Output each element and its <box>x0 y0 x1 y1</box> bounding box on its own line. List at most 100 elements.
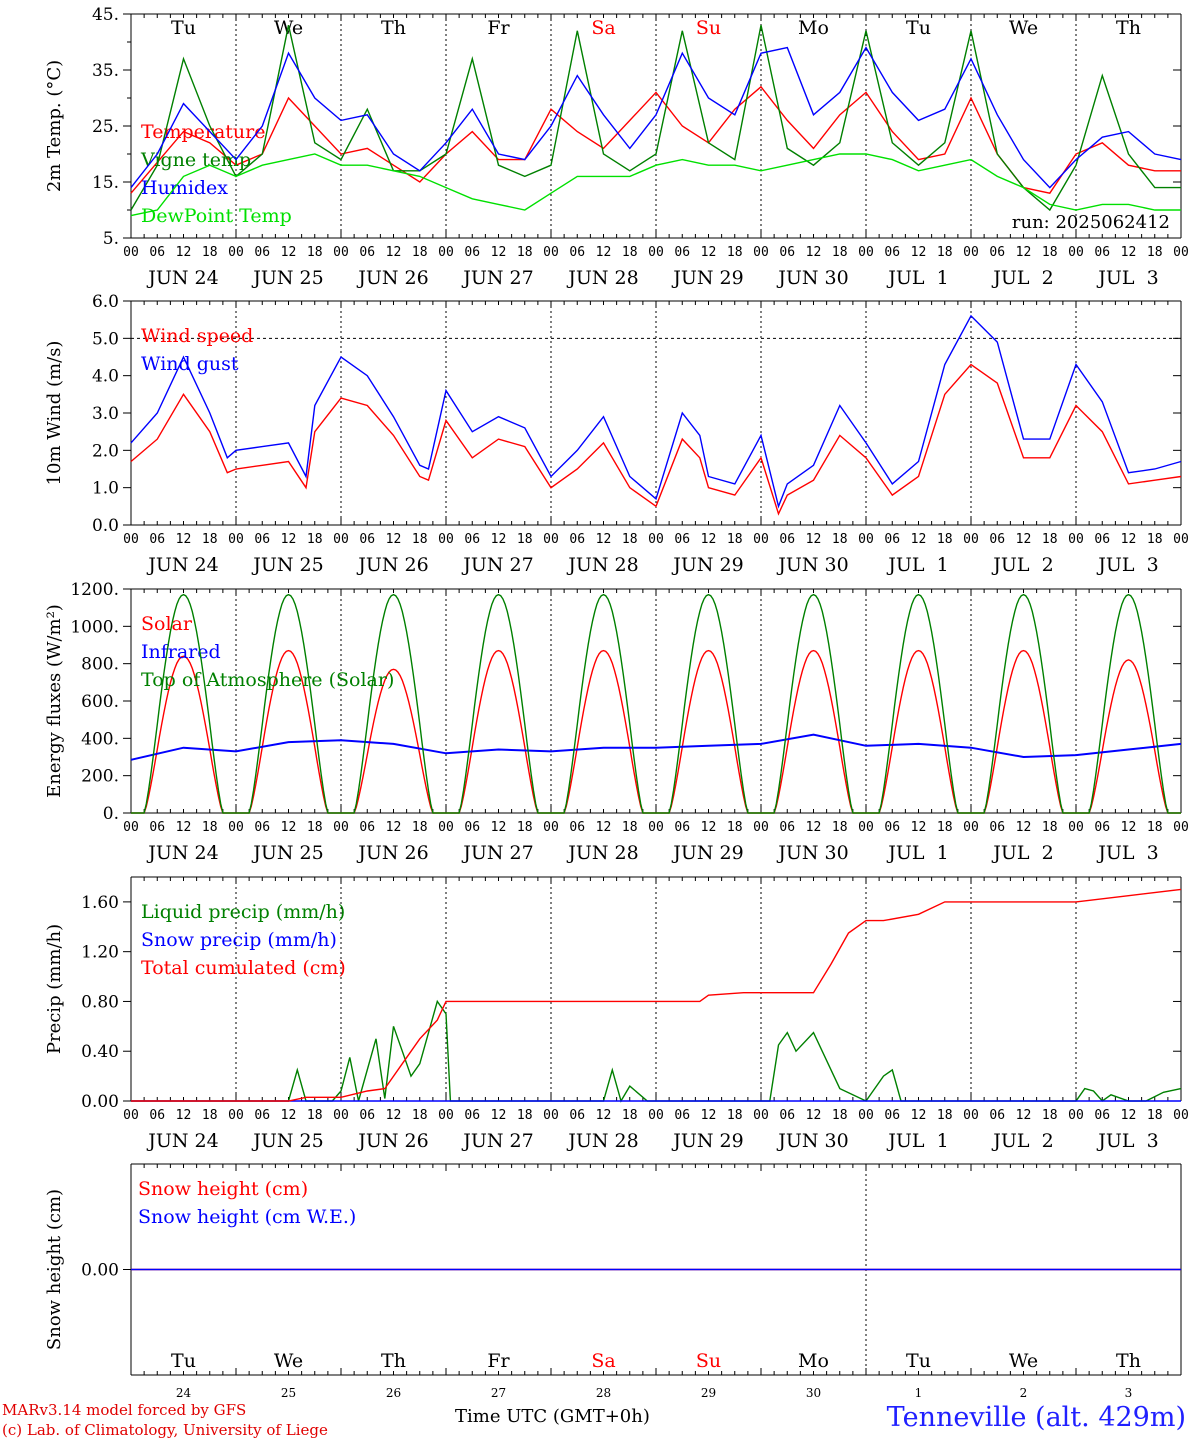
date-label: JUL 2 <box>991 554 1053 576</box>
hour-tick-label: 18 <box>1042 820 1058 835</box>
hour-tick-label: 06 <box>674 245 690 260</box>
hour-tick-label: 12 <box>176 1108 192 1123</box>
date-label: JUN 30 <box>776 1130 848 1152</box>
hour-tick-label: 00 <box>963 245 979 260</box>
hour-tick-label: 06 <box>779 1108 795 1123</box>
hour-tick-label: 18 <box>202 532 218 547</box>
credit-line-1: MARv3.14 model forced by GFS <box>2 1401 247 1419</box>
hour-tick-label: 12 <box>386 245 402 260</box>
hour-tick-label: 06 <box>464 1108 480 1123</box>
hour-tick-label: 00 <box>1068 1108 1084 1123</box>
hour-tick-label: 00 <box>543 532 559 547</box>
hour-tick-label: 18 <box>1147 820 1163 835</box>
y-tick-label: 1000. <box>70 617 119 637</box>
date-label: JUN 27 <box>461 554 533 576</box>
weekday-label: Su <box>696 17 721 39</box>
hour-tick-label: 00 <box>963 532 979 547</box>
date-label: JUL 3 <box>1096 842 1158 864</box>
y-axis-label: Snow height (cm) <box>44 1189 65 1350</box>
hour-tick-label: 12 <box>806 245 822 260</box>
hour-tick-label: 18 <box>937 532 953 547</box>
station-title: Tenneville (alt. 429m) <box>886 1402 1186 1433</box>
hour-tick-label: 12 <box>911 245 927 260</box>
weekday-label: We <box>1009 1350 1038 1372</box>
date-label: JUN 30 <box>776 842 848 864</box>
hour-tick-label: 18 <box>307 820 323 835</box>
hour-tick-label: 12 <box>806 532 822 547</box>
date-label: JUN 26 <box>356 842 428 864</box>
date-label: JUL 2 <box>991 1130 1053 1152</box>
hour-tick-label: 00 <box>858 245 874 260</box>
hour-tick-label: 00 <box>648 820 664 835</box>
weekday-label: Tu <box>906 17 931 39</box>
legend-entry: Wind gust <box>141 353 239 375</box>
legend-entry: Top of Atmosphere (Solar) <box>141 669 394 691</box>
hour-tick-label: 00 <box>1068 245 1084 260</box>
date-label: JUN 30 <box>776 267 848 289</box>
legend-entry: Infrared <box>141 641 221 663</box>
hour-tick-label: 12 <box>386 1108 402 1123</box>
hour-tick-label: 18 <box>307 1108 323 1123</box>
hour-tick-label: 18 <box>832 1108 848 1123</box>
date-label: JUN 26 <box>356 267 428 289</box>
hour-tick-label: 12 <box>701 820 717 835</box>
day-number-label: 30 <box>806 1386 821 1400</box>
hour-tick-label: 06 <box>359 532 375 547</box>
hour-tick-label: 06 <box>1094 532 1110 547</box>
hour-tick-label: 12 <box>281 532 297 547</box>
legend-entry: Wind speed <box>141 325 253 347</box>
y-tick-label: 4.0 <box>92 367 119 387</box>
hour-tick-label: 00 <box>438 1108 454 1123</box>
date-label: JUN 29 <box>671 267 743 289</box>
hour-tick-label: 12 <box>491 245 507 260</box>
hour-tick-label: 18 <box>727 532 743 547</box>
weekday-label: Tu <box>906 1350 931 1372</box>
hour-tick-label: 12 <box>1121 532 1137 547</box>
hour-tick-label: 12 <box>1121 245 1137 260</box>
date-label: JUL 2 <box>991 842 1053 864</box>
y-tick-label: 0.00 <box>81 1261 119 1281</box>
hour-tick-label: 12 <box>1121 1108 1137 1123</box>
y-axis-label: Energy fluxes (W/m²) <box>44 604 65 798</box>
hour-tick-label: 06 <box>1094 1108 1110 1123</box>
hour-tick-label: 18 <box>202 245 218 260</box>
hour-tick-label: 00 <box>123 245 139 260</box>
date-label: JUN 29 <box>671 554 743 576</box>
hour-tick-label: 06 <box>569 245 585 260</box>
y-tick-label: 2.0 <box>92 441 119 461</box>
hour-tick-label: 06 <box>989 245 1005 260</box>
date-label: JUN 28 <box>566 1130 638 1152</box>
y-tick-label: 25. <box>92 117 119 137</box>
weekday-label: We <box>274 1350 303 1372</box>
hour-tick-label: 06 <box>884 532 900 547</box>
date-label: JUL 3 <box>1096 267 1158 289</box>
legend-entry: Snow height (cm W.E.) <box>138 1206 356 1228</box>
hour-tick-label: 00 <box>1068 820 1084 835</box>
date-label: JUN 28 <box>566 267 638 289</box>
hour-tick-label: 00 <box>333 532 349 547</box>
weekday-label: Su <box>696 1350 721 1372</box>
date-label: JUN 27 <box>461 1130 533 1152</box>
hour-tick-label: 18 <box>622 1108 638 1123</box>
hour-tick-label: 18 <box>517 1108 533 1123</box>
y-tick-label: 5. <box>103 229 119 249</box>
hour-tick-label: 18 <box>412 245 428 260</box>
hour-tick-label: 06 <box>149 820 165 835</box>
hour-tick-label: 18 <box>202 1108 218 1123</box>
day-number-label: 25 <box>281 1386 296 1400</box>
y-tick-label: 1.60 <box>81 893 119 913</box>
hour-tick-label: 18 <box>727 1108 743 1123</box>
hour-tick-label: 18 <box>1042 1108 1058 1123</box>
y-tick-label: 0.0 <box>92 516 119 536</box>
hour-tick-label: 12 <box>1016 820 1032 835</box>
hour-tick-label: 00 <box>543 820 559 835</box>
y-tick-label: 45. <box>92 5 119 25</box>
hour-tick-label: 06 <box>254 1108 270 1123</box>
hour-tick-label: 12 <box>281 1108 297 1123</box>
hour-tick-label: 06 <box>674 820 690 835</box>
series-line <box>130 733 1182 761</box>
hour-tick-label: 18 <box>622 532 638 547</box>
hour-tick-label: 06 <box>359 820 375 835</box>
hour-tick-label: 18 <box>1042 532 1058 547</box>
date-label: JUL 3 <box>1096 554 1158 576</box>
